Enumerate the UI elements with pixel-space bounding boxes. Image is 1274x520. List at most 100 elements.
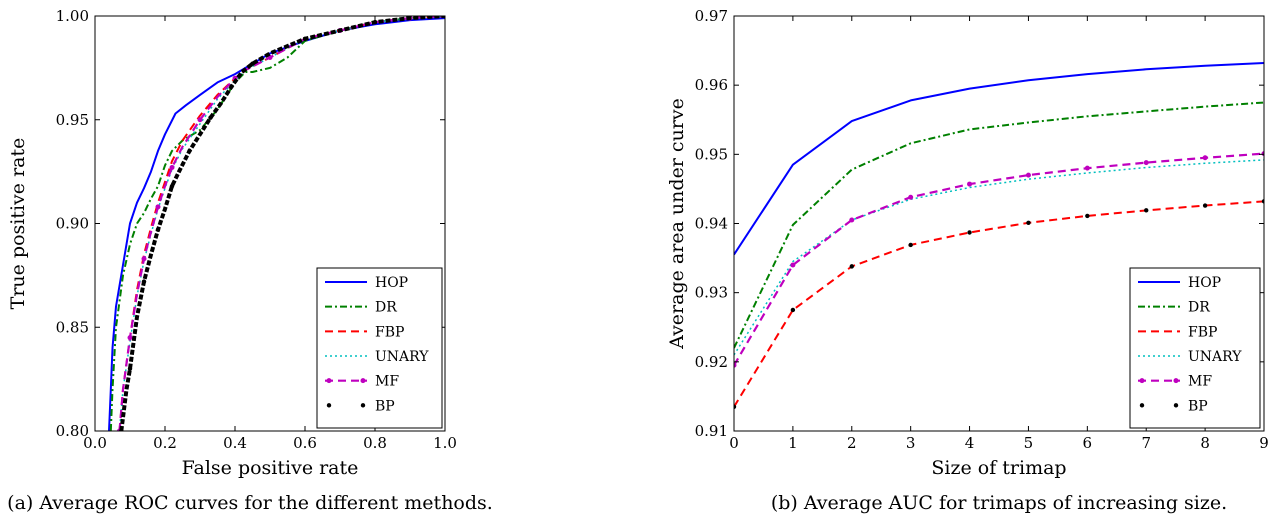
x-tick-label: 0.4	[223, 434, 247, 452]
series-hop	[734, 62, 1264, 256]
point-bp	[119, 428, 124, 431]
legend-label-dr: DR	[375, 300, 397, 316]
x-tick-label: 1.0	[433, 434, 457, 452]
x-tick-label: 9	[1259, 434, 1269, 452]
line-fbp	[734, 200, 1264, 408]
x-tick-label: 4	[965, 434, 975, 452]
y-tick-label: 0.94	[695, 215, 728, 233]
point-bp	[967, 230, 972, 235]
point-bp	[790, 307, 796, 313]
point-mf	[141, 256, 147, 262]
point-bp	[908, 242, 913, 248]
point-bp	[1202, 203, 1208, 208]
point-bp	[208, 115, 213, 120]
line-dr	[734, 101, 1264, 349]
legend: HOP DR FBP UNARY MF BP	[316, 267, 443, 429]
x-tick-label: 0.8	[363, 434, 387, 452]
legend-label-unary: UNARY	[375, 349, 429, 365]
legend-label-mf: MF	[375, 374, 399, 390]
point-bp	[1026, 220, 1031, 226]
point-mf	[127, 335, 133, 341]
series-unary	[118, 16, 445, 431]
legend: HOP DR FBP UNARY MF BP	[1129, 267, 1261, 429]
point-bp	[1085, 213, 1090, 219]
y-tick-label: 0.85	[56, 318, 89, 336]
x-tick-label: 0.2	[153, 434, 177, 452]
series-dr	[734, 101, 1264, 349]
point-mf	[1261, 151, 1264, 157]
line-unary	[734, 159, 1264, 356]
point-bp	[849, 264, 854, 269]
point-bp	[1144, 208, 1149, 213]
y-tick-label: 0.90	[56, 215, 89, 233]
x-tick-label: 0	[729, 434, 739, 452]
point-bp	[302, 36, 308, 42]
x-tick-label: 2	[847, 434, 857, 452]
x-tick-label: 8	[1200, 434, 1210, 452]
x-tick-label: 7	[1141, 434, 1151, 452]
y-tick-label: 0.95	[56, 111, 89, 129]
point-mf	[790, 262, 796, 268]
x-tick-label: 5	[1024, 434, 1034, 452]
legend-label-hop: HOP	[375, 275, 408, 291]
auc-chart: 0 1 2 3 4 5 6 7 8 9 0.91 0.92 0.93 0.94 0.95 0.96 0.97 Si…	[666, 7, 1269, 514]
y-tick-label: 0.96	[695, 76, 728, 94]
point-mf	[734, 362, 737, 368]
y-tick-label: 1.00	[56, 7, 89, 25]
x-axis-label: False positive rate	[182, 457, 359, 479]
point-mf	[197, 117, 203, 123]
point-bp	[155, 227, 161, 232]
point-mf	[849, 217, 855, 223]
y-tick-label: 0.93	[695, 284, 728, 302]
figure-caption: (b) Average AUC for trimaps of increasin…	[771, 492, 1227, 514]
y-axis-label: True positive rate	[7, 138, 29, 310]
series-mf	[734, 151, 1264, 368]
legend-label-bp: BP	[1188, 398, 1208, 414]
y-tick-label: 0.95	[695, 145, 728, 163]
x-tick-label: 0.0	[83, 434, 107, 452]
x-tick-label: 3	[906, 434, 916, 452]
x-tick-label: 0.6	[293, 434, 317, 452]
point-bp	[127, 366, 133, 371]
line-unary	[118, 16, 445, 431]
series-fbp	[734, 200, 1264, 408]
roc-chart: 0.0 0.2 0.4 0.6 0.8 1.0 0.80 0.85 0.90 0.95 1.00 Fa…	[7, 7, 493, 514]
legend-label-fbp: FBP	[375, 324, 404, 340]
point-mf	[1025, 172, 1031, 178]
x-tick-label: 1	[788, 434, 798, 452]
line-hop	[734, 62, 1264, 256]
x-tick-label: 6	[1083, 434, 1093, 452]
legend-label-dr: DR	[1188, 300, 1210, 316]
point-mf	[967, 181, 973, 187]
figure-caption: (a) Average ROC curves for the different…	[7, 492, 493, 514]
point-mf	[169, 164, 175, 170]
point-bp	[229, 84, 234, 89]
point-bp	[1261, 199, 1264, 204]
legend-label-bp: BP	[375, 398, 395, 414]
line-mf	[118, 16, 445, 431]
legend-label-hop: HOP	[1188, 275, 1221, 291]
line-mf	[734, 152, 1264, 366]
legend-label-fbp: FBP	[1188, 324, 1217, 340]
x-axis-label: Size of trimap	[931, 457, 1066, 479]
legend-label-mf: MF	[1188, 374, 1212, 390]
point-bp	[734, 404, 737, 409]
point-bp	[141, 279, 147, 284]
y-tick-label: 0.91	[695, 422, 728, 440]
y-tick-label: 0.80	[56, 422, 89, 440]
point-bp	[372, 20, 378, 25]
point-bp	[250, 61, 255, 66]
point-mf	[1084, 165, 1090, 171]
point-bp	[187, 148, 192, 154]
point-mf	[155, 204, 161, 210]
series-bp	[119, 16, 445, 431]
point-bp	[442, 16, 445, 19]
y-tick-label: 0.97	[695, 7, 728, 25]
series-unary	[734, 159, 1264, 356]
legend-label-unary: UNARY	[1188, 349, 1242, 365]
point-mf	[908, 194, 914, 200]
line-bp	[119, 16, 445, 431]
point-bp	[169, 183, 175, 189]
y-axis-label: Average area under curve	[666, 98, 688, 350]
